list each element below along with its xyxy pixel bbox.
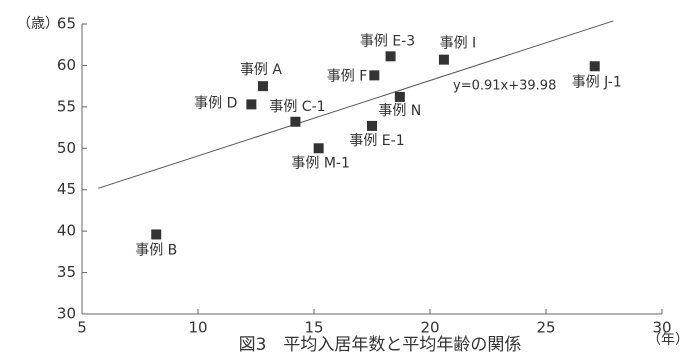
point bbox=[367, 120, 377, 131]
y-tick-label: 45 bbox=[57, 180, 76, 198]
point-label: 事例 B bbox=[135, 242, 177, 258]
point-label: 事例 A bbox=[240, 62, 282, 78]
point bbox=[290, 116, 301, 127]
point-label: 事例 F bbox=[327, 68, 368, 84]
point bbox=[589, 61, 600, 72]
x-tick-label: 20 bbox=[420, 319, 439, 337]
point-label: 事例 E-3 bbox=[360, 33, 415, 49]
point-label: 事例 J-1 bbox=[572, 74, 622, 90]
y-tick-label: 40 bbox=[57, 222, 76, 240]
x-unit: （年） bbox=[647, 332, 689, 348]
y-tick-label: 65 bbox=[57, 15, 76, 33]
point-label: 事例 E-1 bbox=[349, 133, 404, 149]
point bbox=[385, 51, 396, 62]
x-tick-label: 5 bbox=[77, 319, 87, 337]
y-unit: （歳） bbox=[17, 16, 59, 32]
point-label: 事例 D bbox=[194, 95, 237, 111]
y-tick-label: 30 bbox=[57, 305, 76, 323]
x-tick-label: 30 bbox=[652, 319, 671, 337]
point-label: 事例 I bbox=[440, 36, 477, 52]
point bbox=[257, 81, 268, 92]
point bbox=[151, 229, 162, 240]
y-tick-label: 50 bbox=[57, 139, 76, 157]
point bbox=[369, 70, 380, 81]
point-label: 事例 C-1 bbox=[269, 99, 325, 115]
x-tick-label: 10 bbox=[188, 319, 207, 337]
point bbox=[246, 99, 257, 110]
y-tick-label: 60 bbox=[57, 56, 76, 74]
x-tick-label: 25 bbox=[536, 319, 555, 337]
point bbox=[313, 143, 324, 154]
chart-title: 図3 平均入居年数と平均年齢の関係 bbox=[239, 335, 522, 355]
point-label: 事例 N bbox=[378, 103, 421, 119]
point bbox=[438, 54, 449, 65]
point bbox=[394, 91, 405, 102]
regression-label: y=0.91x+39.98 bbox=[453, 79, 556, 94]
x-tick-label: 15 bbox=[304, 319, 323, 337]
y-tick-label: 35 bbox=[57, 263, 76, 281]
point-label: 事例 M-1 bbox=[291, 155, 350, 171]
y-tick-label: 55 bbox=[57, 97, 76, 115]
regression-line bbox=[98, 20, 614, 189]
